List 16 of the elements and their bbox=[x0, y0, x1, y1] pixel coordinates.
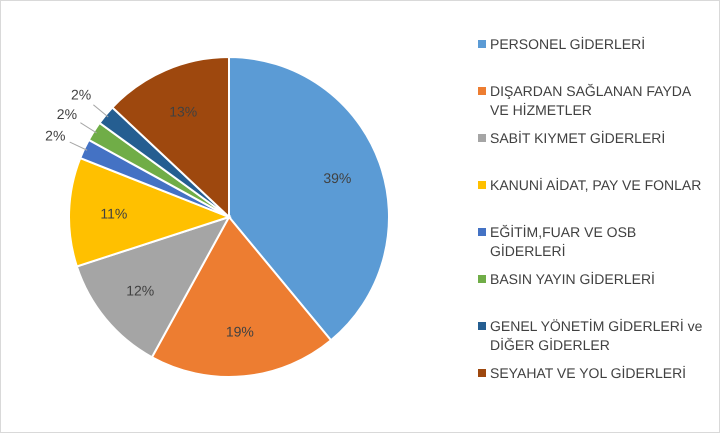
data-label: 2% bbox=[70, 86, 92, 103]
data-label: 2% bbox=[56, 106, 78, 122]
legend-label: DIŞARDAN SAĞLANAN FAYDA VE HİZMETLER bbox=[490, 83, 692, 118]
legend-label: BASIN YAYIN GİDERLERİ bbox=[490, 271, 655, 287]
data-label: 13% bbox=[169, 103, 198, 120]
data-label: 12% bbox=[126, 282, 154, 298]
legend-label: PERSONEL GİDERLERİ bbox=[490, 36, 646, 52]
legend-label: KANUNİ AİDAT, PAY VE FONLAR bbox=[490, 177, 702, 193]
data-label: 39% bbox=[323, 170, 352, 186]
legend-label: SEYAHAT VE YOL GİDERLERİ bbox=[490, 365, 686, 381]
data-label: 11% bbox=[100, 205, 128, 222]
data-label: 19% bbox=[226, 324, 254, 340]
data-label: 2% bbox=[45, 127, 66, 144]
legend-label: GENEL YÖNETİM GİDERLERİ ve DİĞER GİDERLER bbox=[490, 318, 703, 353]
legend-label: SABİT KIYMET GİDERLERİ bbox=[490, 130, 666, 146]
legend-label: EĞİTİM,FUAR VE OSB GİDERLERİ bbox=[490, 224, 636, 259]
